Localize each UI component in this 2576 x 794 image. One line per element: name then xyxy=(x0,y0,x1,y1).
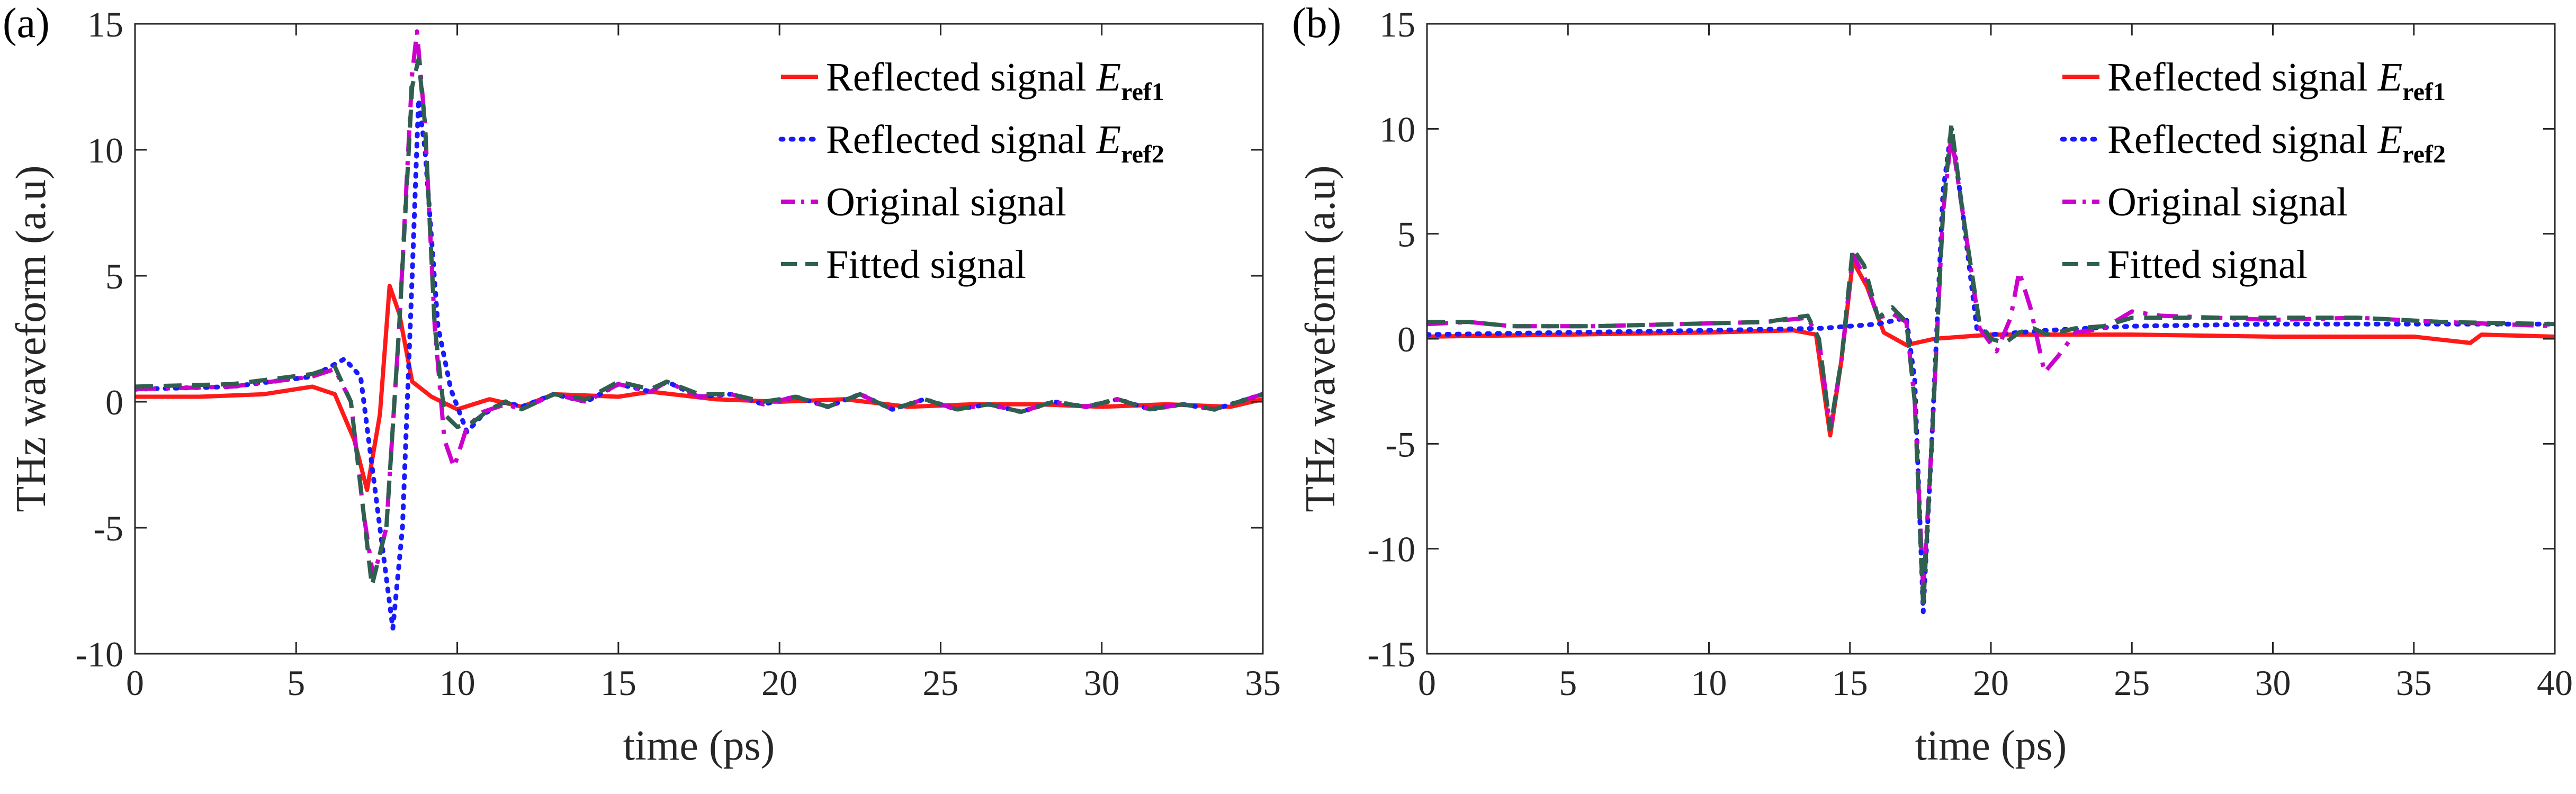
panel-a-x-tick-label: 35 xyxy=(1245,663,1281,703)
panel-a-y-tick-label: 5 xyxy=(105,256,123,296)
panel-b-series-1-line xyxy=(1427,259,2555,438)
panel-b-y-tick-label: 0 xyxy=(1397,319,1415,359)
panel-b-x-tick-label: 5 xyxy=(1559,663,1577,703)
panel-b-y-tick-label: -15 xyxy=(1367,634,1415,674)
panel-a-legend: Reflected signal Eref1 Reflected signal E… xyxy=(778,55,1164,287)
panel-a-y-tick-label: -5 xyxy=(93,508,123,548)
panel-a-x-tick-label: 20 xyxy=(761,663,797,703)
panel-b-series-3-line xyxy=(1427,133,2555,593)
panel-b-x-tick-label: 25 xyxy=(2114,663,2150,703)
panel-a-legend-label-1: Reflected signal Eref1 xyxy=(826,55,1164,106)
panel-a-x-tick-label: 15 xyxy=(600,663,636,703)
panel-a-y-tick-label: 0 xyxy=(105,382,123,422)
panel-b-x-tick-label: 30 xyxy=(2255,663,2291,703)
panel-a-axes-box xyxy=(134,23,1264,655)
panel-a-x-tick-label: 10 xyxy=(439,663,475,703)
panel-b-x-tick-label: 35 xyxy=(2396,663,2432,703)
panel-b-x-tick-label: 20 xyxy=(1973,663,2009,703)
panel-a-plot-area xyxy=(135,24,1263,654)
panel-a-x-tick-label: 30 xyxy=(1084,663,1120,703)
panel-b-x-tick-label: 15 xyxy=(1832,663,1868,703)
panel-b-y-tick-label: 5 xyxy=(1397,214,1415,255)
panel-a-x-axis-title: time (ps) xyxy=(623,723,775,769)
panel-b: (b) 0 5 10 15 20 25 30 35 40 -15 -10 -5 0 5 10 15 time … xyxy=(1292,0,2573,769)
panel-b-legend-label-2: Reflected signal Eref2 xyxy=(2107,118,2446,168)
panel-a-x-tick-label: 0 xyxy=(126,663,144,703)
panel-a-y-tick-label: 15 xyxy=(87,4,123,44)
panel-a-y-tick-label: -10 xyxy=(75,634,123,674)
panel-b-x-tick-label: 40 xyxy=(2537,663,2573,703)
panel-b-x-tick-label: 0 xyxy=(1418,663,1436,703)
panel-b-legend: Reflected signal Eref1 Reflected signal E… xyxy=(2060,55,2446,287)
panel-b-legend-label-3: Original signal xyxy=(2107,180,2348,224)
panel-b-label: (b) xyxy=(1292,0,1341,47)
panel-b-y-tick-label: -10 xyxy=(1367,529,1415,570)
panel-b-x-tick-label: 10 xyxy=(1691,663,1727,703)
panel-b-x-axis-title: time (ps) xyxy=(1915,723,2067,769)
panel-b-y-tick-label: 10 xyxy=(1379,109,1415,149)
panel-a-series-3-line xyxy=(135,29,1263,581)
panel-b-series-4-line xyxy=(1427,122,2555,610)
panel-b-y-tick-label: 15 xyxy=(1379,4,1415,44)
panel-b-legend-label-4: Fitted signal xyxy=(2107,242,2308,287)
panel-a-legend-label-4: Fitted signal xyxy=(826,242,1026,287)
panel-a-label: (a) xyxy=(3,0,50,47)
panel-b-legend-label-1: Reflected signal Eref1 xyxy=(2107,55,2446,106)
panel-a-legend-label-3: Original signal xyxy=(826,180,1066,224)
panel-b-y-axis-title: THz waveform (a.u) xyxy=(1297,165,1344,512)
panel-a-x-tick-label: 5 xyxy=(287,663,305,703)
panel-b-y-tick-label: -5 xyxy=(1385,424,1415,464)
panel-a-series-4-line xyxy=(135,57,1263,588)
panel-a-legend-label-2: Reflected signal Eref2 xyxy=(826,118,1164,168)
panel-a-y-tick-label: 10 xyxy=(87,130,123,170)
panel-a-y-axis-title: THz waveform (a.u) xyxy=(8,165,55,512)
panel-a-x-tick-label: 25 xyxy=(922,663,958,703)
